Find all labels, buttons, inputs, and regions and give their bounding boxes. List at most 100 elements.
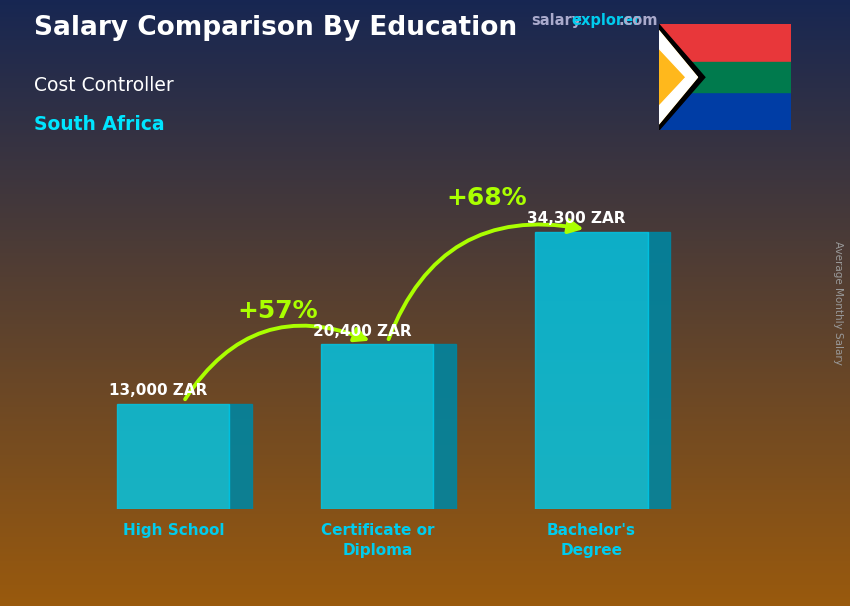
Bar	[0, 319, 850, 322]
Bar	[0, 261, 850, 263]
Bar	[0, 379, 850, 381]
Bar	[0, 152, 850, 154]
Bar	[0, 317, 850, 319]
Bar	[0, 492, 850, 494]
Bar	[0, 272, 850, 275]
Bar	[0, 64, 850, 66]
Bar	[0, 419, 850, 421]
Bar	[0, 494, 850, 497]
Bar	[0, 45, 850, 47]
Bar	[0, 467, 850, 468]
Bar	[536, 232, 648, 509]
Bar	[0, 38, 850, 40]
Bar	[0, 118, 850, 121]
Bar	[0, 175, 850, 178]
Bar	[0, 341, 850, 343]
Bar	[0, 327, 850, 329]
Bar	[0, 573, 850, 575]
Bar	[0, 353, 850, 355]
Bar	[0, 263, 850, 265]
Bar	[0, 28, 850, 31]
Bar	[0, 246, 850, 248]
Bar	[0, 12, 850, 14]
Bar	[0, 580, 850, 582]
Bar	[0, 73, 850, 76]
Bar	[0, 371, 850, 374]
Bar	[0, 478, 850, 481]
Bar	[0, 424, 850, 426]
Bar	[0, 256, 850, 258]
Bar	[0, 459, 850, 462]
Bar	[0, 407, 850, 410]
Bar	[0, 204, 850, 206]
Bar	[0, 490, 850, 492]
Bar	[0, 578, 850, 580]
Text: .com: .com	[619, 13, 658, 28]
Bar	[0, 322, 850, 324]
Bar	[0, 566, 850, 568]
Bar	[0, 360, 850, 362]
Bar	[0, 76, 850, 78]
Text: salary: salary	[531, 13, 581, 28]
Bar	[0, 0, 850, 2]
Bar	[0, 142, 850, 144]
Bar	[0, 26, 850, 28]
Bar	[0, 279, 850, 282]
Bar	[0, 19, 850, 21]
Bar	[0, 308, 850, 310]
Text: 34,300 ZAR: 34,300 ZAR	[527, 211, 626, 226]
Bar	[0, 36, 850, 38]
Bar	[0, 92, 850, 95]
Bar	[0, 402, 850, 405]
Bar	[0, 139, 850, 142]
Bar	[0, 125, 850, 128]
Bar	[0, 211, 850, 213]
Bar	[0, 244, 850, 246]
Text: Cost Controller: Cost Controller	[34, 76, 173, 95]
Bar	[0, 497, 850, 499]
Bar	[0, 47, 850, 50]
Bar	[0, 164, 850, 165]
Bar	[0, 235, 850, 237]
Bar	[0, 206, 850, 208]
Bar	[0, 196, 850, 199]
Bar	[0, 336, 850, 339]
Bar	[0, 556, 850, 559]
Polygon shape	[659, 31, 697, 77]
Bar	[0, 433, 850, 436]
Bar	[0, 85, 850, 88]
Bar	[0, 270, 850, 272]
Bar	[0, 559, 850, 561]
Bar	[0, 525, 850, 528]
Bar	[0, 412, 850, 415]
Bar	[0, 355, 850, 358]
Bar	[0, 386, 850, 388]
Bar	[0, 504, 850, 507]
Bar	[0, 284, 850, 287]
Bar	[0, 358, 850, 360]
Bar	[321, 344, 434, 509]
Bar	[0, 528, 850, 530]
Bar	[0, 173, 850, 175]
Bar	[0, 275, 850, 277]
Bar	[0, 533, 850, 535]
Bar	[0, 265, 850, 267]
Bar	[0, 329, 850, 331]
Bar	[0, 104, 850, 107]
Bar	[0, 57, 850, 59]
Bar	[0, 154, 850, 156]
Bar	[0, 42, 850, 45]
Bar	[0, 296, 850, 298]
Bar	[0, 564, 850, 566]
Bar	[0, 530, 850, 533]
Bar	[0, 225, 850, 227]
Bar	[0, 367, 850, 369]
Bar	[0, 165, 850, 168]
Bar	[0, 291, 850, 293]
Bar	[0, 514, 850, 516]
Text: 13,000 ZAR: 13,000 ZAR	[109, 384, 207, 398]
Bar	[0, 384, 850, 386]
Bar	[0, 481, 850, 483]
Bar	[0, 350, 850, 353]
Text: Salary Comparison By Education: Salary Comparison By Education	[34, 15, 517, 41]
